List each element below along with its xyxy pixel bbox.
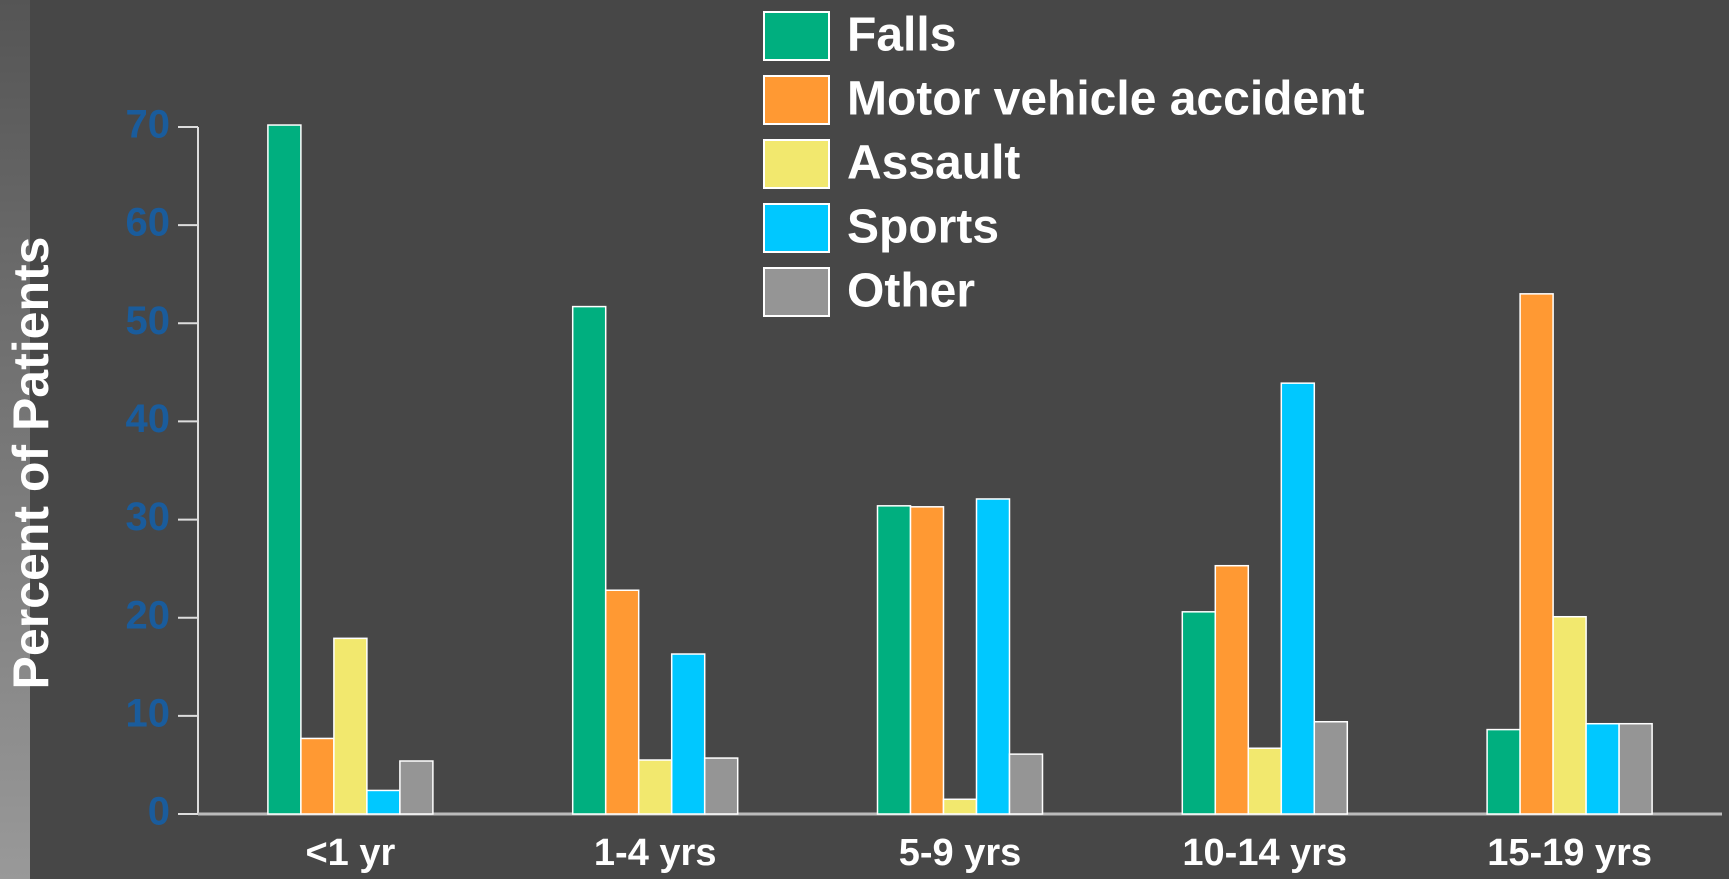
- y-tick-label: 40: [126, 397, 171, 441]
- x-tick-label: 5-9 yrs: [899, 832, 1022, 874]
- bar: [571, 305, 607, 815]
- legend-swatch: [763, 11, 830, 61]
- y-tick-label: 0: [148, 790, 170, 834]
- bar: [942, 798, 978, 815]
- bar: [975, 498, 1011, 815]
- bar: [399, 760, 434, 815]
- bar: [876, 505, 912, 815]
- bar: [1519, 293, 1554, 815]
- bar: [1247, 747, 1283, 815]
- bar: [1486, 728, 1521, 815]
- bar: [1585, 722, 1620, 815]
- y-tick-label: 70: [126, 103, 171, 147]
- legend-swatch: [763, 203, 830, 253]
- bar: [1552, 615, 1587, 815]
- y-tick-label: 50: [126, 299, 171, 343]
- bar: [703, 757, 739, 815]
- legend-label: Falls: [847, 9, 956, 62]
- legend-label: Sports: [847, 201, 999, 254]
- bar: [1618, 722, 1653, 815]
- legend-swatch: [763, 267, 830, 317]
- bar: [909, 506, 945, 815]
- bar: [670, 653, 706, 815]
- legend-label: Other: [847, 265, 975, 318]
- y-tick-label: 30: [126, 495, 171, 539]
- x-tick-label: 10-14 yrs: [1182, 832, 1347, 874]
- side-strip: [0, 0, 30, 879]
- bar: [366, 789, 401, 815]
- legend-label: Motor vehicle accident: [847, 73, 1364, 126]
- bar: [300, 737, 335, 815]
- y-tick-label: 20: [126, 593, 171, 637]
- x-tick-label: 15-19 yrs: [1487, 832, 1652, 874]
- bar: [1313, 720, 1349, 815]
- x-tick-label: <1 yr: [305, 832, 395, 874]
- legend-label: Assault: [847, 137, 1020, 190]
- bar: [1214, 564, 1250, 815]
- bar: [333, 637, 368, 815]
- y-tick-label: 60: [126, 201, 171, 245]
- bar: [1280, 382, 1316, 815]
- bar: [267, 124, 302, 815]
- bar: [604, 589, 640, 815]
- bar: [637, 759, 673, 815]
- legend-swatch: [763, 75, 830, 125]
- bar: [1008, 753, 1044, 815]
- x-tick-label: 1-4 yrs: [594, 832, 717, 874]
- y-axis-title: Percent of Patients: [3, 237, 59, 690]
- y-tick-label: 10: [126, 691, 171, 735]
- legend-swatch: [763, 139, 830, 189]
- bar: [1181, 611, 1217, 815]
